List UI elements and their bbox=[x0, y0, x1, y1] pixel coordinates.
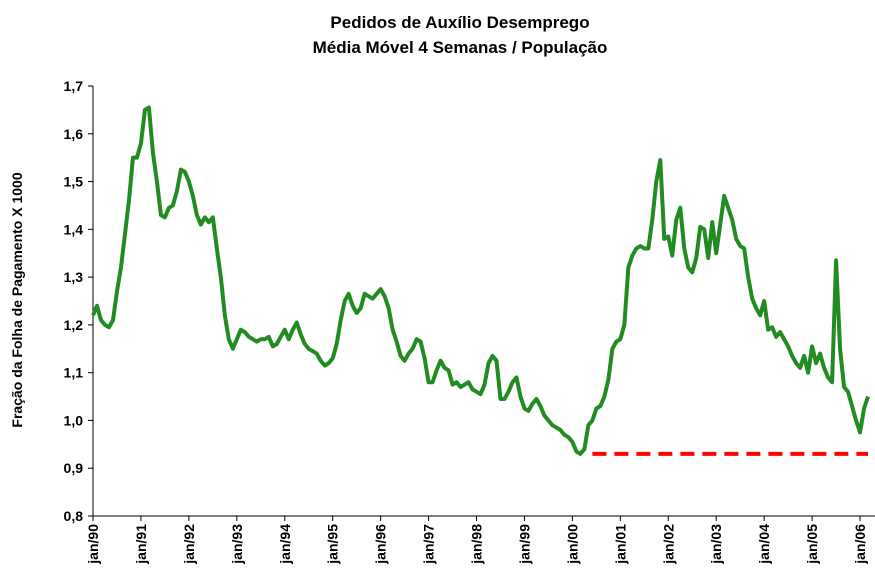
y-tick-label: 1,6 bbox=[64, 126, 84, 142]
x-tick-label: jan/98 bbox=[469, 524, 485, 565]
y-tick-label: 1,2 bbox=[64, 317, 84, 333]
x-tick-label: jan/05 bbox=[804, 524, 820, 565]
chart-subtitle: Média Móvel 4 Semanas / População bbox=[313, 38, 608, 57]
y-tick-label: 0,9 bbox=[64, 460, 84, 476]
x-tick-label: jan/92 bbox=[181, 524, 197, 565]
x-tick-label: jan/02 bbox=[660, 524, 676, 565]
x-tick-label: jan/99 bbox=[516, 524, 532, 565]
x-tick-label: jan/90 bbox=[85, 524, 101, 565]
chart-title: Pedidos de Auxílio Desemprego bbox=[330, 13, 589, 32]
x-tick-label: jan/06 bbox=[852, 524, 868, 565]
x-tick-label: jan/93 bbox=[229, 524, 245, 565]
y-tick-label: 1,5 bbox=[64, 174, 84, 190]
y-tick-label: 1,4 bbox=[64, 221, 84, 237]
y-tick-label: 1,7 bbox=[64, 78, 84, 94]
y-tick-label: 1,1 bbox=[64, 365, 84, 381]
x-tick-label: jan/95 bbox=[325, 524, 341, 565]
x-tick-label: jan/91 bbox=[133, 524, 149, 565]
y-axis-label: Fração da Folha de Pagamento X 1000 bbox=[9, 172, 25, 427]
x-tick-label: jan/00 bbox=[564, 524, 580, 565]
y-tick-label: 0,8 bbox=[64, 508, 84, 524]
x-tick-label: jan/96 bbox=[373, 524, 389, 565]
y-tick-label: 1,3 bbox=[64, 269, 84, 285]
y-tick-label: 1,0 bbox=[64, 412, 84, 428]
x-tick-label: jan/03 bbox=[708, 524, 724, 565]
data-line bbox=[91, 105, 870, 456]
x-tick-label: jan/04 bbox=[756, 524, 772, 565]
x-tick-label: jan/94 bbox=[277, 524, 293, 565]
x-tick-label: jan/01 bbox=[612, 524, 628, 565]
x-tick-label: jan/97 bbox=[421, 524, 437, 565]
